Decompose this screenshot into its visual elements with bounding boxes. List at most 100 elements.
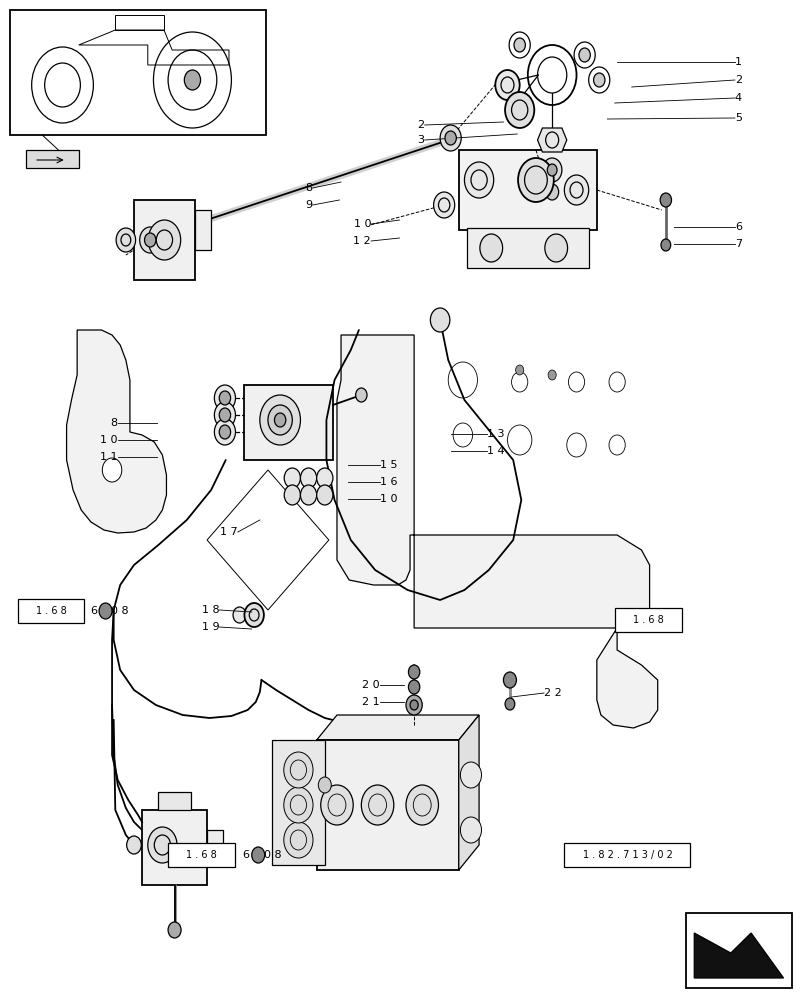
Bar: [26, 150, 79, 168]
Text: 1 . 8 2 . 7 1 3 / 0 2: 1 . 8 2 . 7 1 3 / 0 2: [582, 850, 672, 860]
Circle shape: [219, 391, 230, 405]
Text: 2: 2: [734, 75, 741, 85]
Circle shape: [316, 485, 333, 505]
Bar: [316, 740, 458, 870]
Bar: [466, 228, 588, 268]
Circle shape: [219, 408, 230, 422]
Text: 8: 8: [305, 183, 312, 193]
Circle shape: [660, 239, 670, 251]
Circle shape: [361, 785, 393, 825]
Bar: [615, 608, 681, 632]
Bar: [458, 150, 596, 230]
Circle shape: [544, 234, 567, 262]
Circle shape: [517, 158, 553, 202]
Circle shape: [214, 419, 235, 445]
Circle shape: [503, 672, 516, 688]
Text: 6: 6: [90, 606, 97, 616]
Bar: [158, 792, 191, 810]
Circle shape: [139, 227, 161, 253]
Circle shape: [184, 70, 200, 90]
Text: 2 0: 2 0: [362, 680, 380, 690]
Circle shape: [542, 158, 561, 182]
Circle shape: [251, 847, 264, 863]
Text: 9: 9: [305, 200, 312, 210]
Polygon shape: [316, 715, 478, 740]
Circle shape: [515, 365, 523, 375]
Circle shape: [406, 785, 438, 825]
Circle shape: [214, 385, 235, 411]
Circle shape: [300, 485, 316, 505]
Text: 1 3: 1 3: [487, 429, 504, 439]
Circle shape: [513, 38, 525, 52]
Circle shape: [318, 777, 331, 793]
Text: 3: 3: [417, 135, 424, 145]
Bar: [10, 10, 265, 135]
Circle shape: [547, 164, 556, 176]
Bar: [134, 200, 195, 280]
Text: 1 1: 1 1: [100, 452, 118, 462]
Text: 0 8: 0 8: [264, 850, 281, 860]
Circle shape: [268, 405, 292, 435]
Bar: [272, 740, 324, 865]
Text: 1 7: 1 7: [220, 527, 238, 537]
Circle shape: [593, 73, 604, 87]
Circle shape: [433, 192, 454, 218]
Circle shape: [460, 817, 481, 843]
Circle shape: [102, 458, 122, 482]
Text: 1 . 6 8: 1 . 6 8: [186, 850, 217, 860]
Circle shape: [244, 603, 264, 627]
Text: 1 . 6 8: 1 . 6 8: [36, 606, 67, 616]
Circle shape: [479, 234, 502, 262]
Polygon shape: [67, 330, 166, 533]
Circle shape: [168, 922, 181, 938]
Text: 2: 2: [417, 120, 424, 130]
Text: 1 0: 1 0: [380, 494, 397, 504]
Text: 0 8: 0 8: [111, 606, 129, 616]
Circle shape: [564, 175, 588, 205]
Text: 4: 4: [734, 93, 741, 103]
Bar: [243, 385, 333, 460]
Circle shape: [440, 125, 461, 151]
Circle shape: [219, 425, 230, 439]
Circle shape: [300, 468, 316, 488]
Circle shape: [504, 92, 534, 128]
Bar: [207, 830, 223, 865]
Circle shape: [260, 395, 300, 445]
Text: 1 6: 1 6: [380, 477, 397, 487]
Circle shape: [214, 402, 235, 428]
Text: 1: 1: [734, 57, 741, 67]
Circle shape: [320, 785, 353, 825]
Circle shape: [233, 607, 246, 623]
Text: 1 2: 1 2: [353, 236, 371, 246]
Text: 1 4: 1 4: [487, 446, 504, 456]
Text: 1 0: 1 0: [353, 219, 371, 229]
Circle shape: [444, 131, 456, 145]
Circle shape: [274, 413, 285, 427]
Bar: [564, 843, 689, 867]
Text: 2 1: 2 1: [362, 697, 380, 707]
Circle shape: [578, 48, 590, 62]
Text: 1 5: 1 5: [380, 460, 397, 470]
Circle shape: [410, 700, 418, 710]
Circle shape: [406, 695, 422, 715]
Circle shape: [408, 665, 419, 679]
Circle shape: [148, 827, 177, 863]
Circle shape: [547, 370, 556, 380]
Polygon shape: [693, 933, 783, 978]
Circle shape: [144, 233, 156, 247]
Circle shape: [284, 787, 313, 823]
Text: 7: 7: [734, 239, 741, 249]
Polygon shape: [537, 128, 566, 152]
Circle shape: [430, 308, 449, 332]
Circle shape: [464, 162, 493, 198]
Circle shape: [116, 228, 135, 252]
Circle shape: [545, 184, 558, 200]
Text: 2 2: 2 2: [543, 688, 561, 698]
Bar: [685, 913, 791, 988]
Bar: [18, 599, 84, 623]
Circle shape: [355, 388, 367, 402]
Bar: [195, 210, 211, 250]
Bar: [142, 810, 207, 885]
Circle shape: [284, 752, 313, 788]
Polygon shape: [458, 715, 478, 870]
